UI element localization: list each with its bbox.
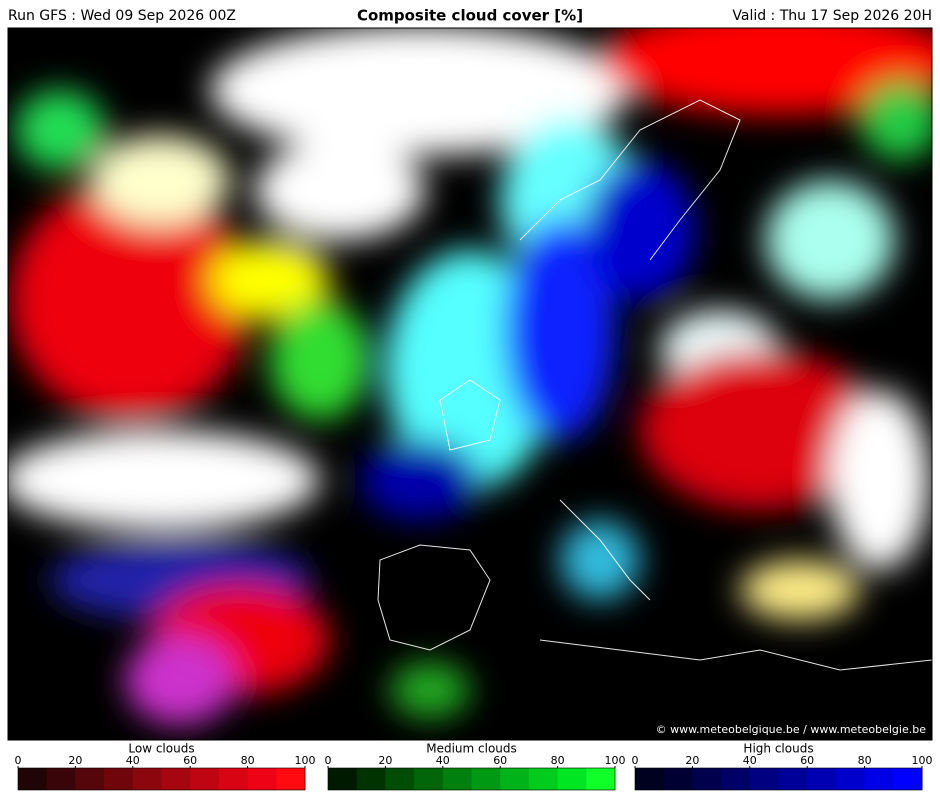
color-swatch — [471, 768, 501, 790]
run-label: Run GFS : Wed 09 Sep 2026 00Z — [8, 8, 236, 24]
color-swatch — [356, 768, 386, 790]
color-swatch — [161, 768, 191, 790]
color-swatch — [663, 768, 693, 790]
tick-label: 60 — [800, 754, 814, 767]
tick-label: 80 — [858, 754, 872, 767]
tick-label: 0 — [325, 754, 332, 767]
color-swatch — [557, 768, 587, 790]
tick-label: 100 — [912, 754, 933, 767]
tick-label: 20 — [68, 754, 82, 767]
valid-label: Valid : Thu 17 Sep 2026 20H — [732, 8, 932, 24]
tick-label: 20 — [378, 754, 392, 767]
color-swatch — [75, 768, 105, 790]
legend-title: High clouds — [743, 742, 813, 756]
color-swatch — [635, 768, 665, 790]
color-swatch — [104, 768, 134, 790]
tick-label: 40 — [436, 754, 450, 767]
tick-label: 0 — [15, 754, 22, 767]
tick-label: 60 — [493, 754, 507, 767]
color-swatch — [692, 768, 722, 790]
color-swatch — [835, 768, 866, 790]
legend-title: Medium clouds — [426, 742, 517, 756]
color-swatch — [807, 768, 837, 790]
legends: Low clouds 0 20 40 60 80 100 Medium clouds 0 20 40… — [15, 742, 933, 791]
map: © www.meteobelgique.be / www.meteobelgie… — [8, 28, 932, 740]
color-swatch — [132, 768, 162, 790]
color-swatch — [528, 768, 559, 790]
color-swatch — [385, 768, 415, 790]
color-swatch — [18, 768, 48, 790]
tick-label: 40 — [743, 754, 757, 767]
tick-label: 80 — [551, 754, 565, 767]
color-swatch — [276, 768, 306, 790]
tick-label: 80 — [241, 754, 255, 767]
color-swatch — [218, 768, 249, 790]
color-swatch — [893, 768, 923, 790]
color-swatch — [46, 768, 76, 790]
color-swatch — [442, 768, 472, 790]
color-swatch — [247, 768, 277, 790]
color-swatch — [500, 768, 530, 790]
color-swatch — [778, 768, 808, 790]
tick-label: 0 — [632, 754, 639, 767]
color-swatch — [586, 768, 616, 790]
color-swatch — [328, 768, 358, 790]
tick-label: 60 — [183, 754, 197, 767]
color-swatch — [414, 768, 444, 790]
color-swatch — [190, 768, 220, 790]
colorbar-frame — [634, 767, 923, 791]
tick-label: 100 — [605, 754, 626, 767]
credit: © www.meteobelgique.be / www.meteobelgie… — [656, 723, 927, 736]
color-swatch — [721, 768, 751, 790]
map-title: Composite cloud cover [%] — [357, 7, 583, 25]
colorbar-frame — [327, 767, 616, 791]
color-swatch — [749, 768, 779, 790]
tick-label: 20 — [685, 754, 699, 767]
tick-label: 40 — [126, 754, 140, 767]
legend-title: Low clouds — [128, 742, 194, 756]
color-swatch — [864, 768, 894, 790]
tick-label: 100 — [295, 754, 316, 767]
colorbar-frame — [17, 767, 306, 791]
